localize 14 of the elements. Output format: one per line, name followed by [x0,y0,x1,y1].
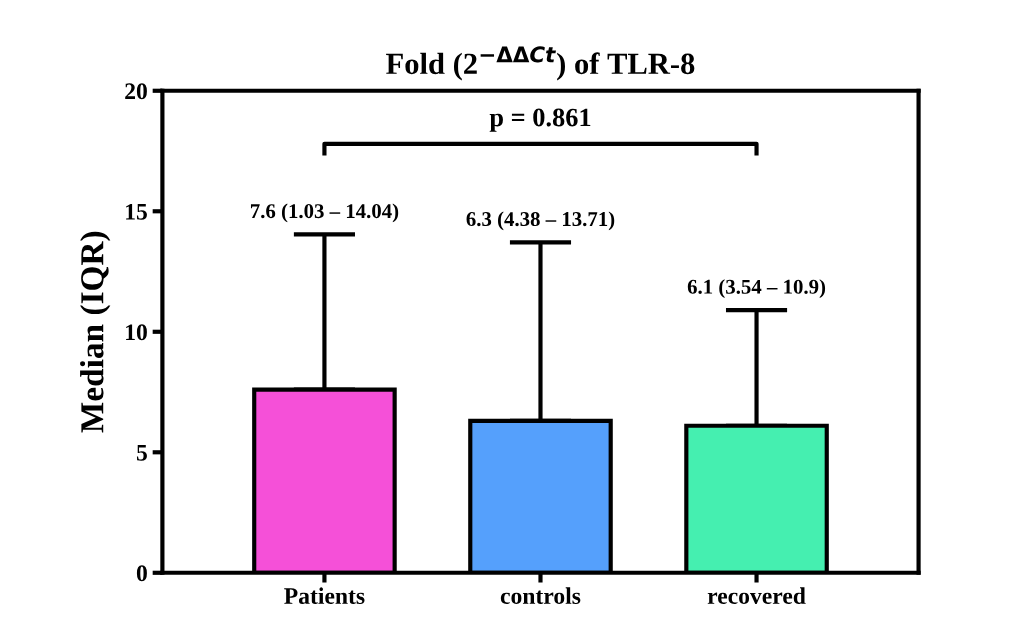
annotation: 6.3 (4.38 – 13.71) [466,211,615,231]
annotation: 7.6 (1.03 – 14.04) [250,203,399,223]
y-tick-label: 5 [136,445,147,461]
y-tick-label: 20 [125,83,147,100]
annotation: 6.1 (3.54 – 10.9) [687,279,826,299]
x-tick-label: Patients [284,587,365,604]
y-tick-label: 10 [126,324,147,341]
y-axis-title: Median (IQR) [80,231,111,433]
y-tick-label: 0 [136,565,147,582]
y-tick-label: 15 [126,203,147,220]
annotation: p = 0.861 [489,108,591,132]
chart-title: Fold (2$^{−ΔΔCt}$) of TLR-8 [386,46,695,81]
x-tick-label: controls [500,587,581,604]
x-tick-label: recovered [707,587,806,604]
